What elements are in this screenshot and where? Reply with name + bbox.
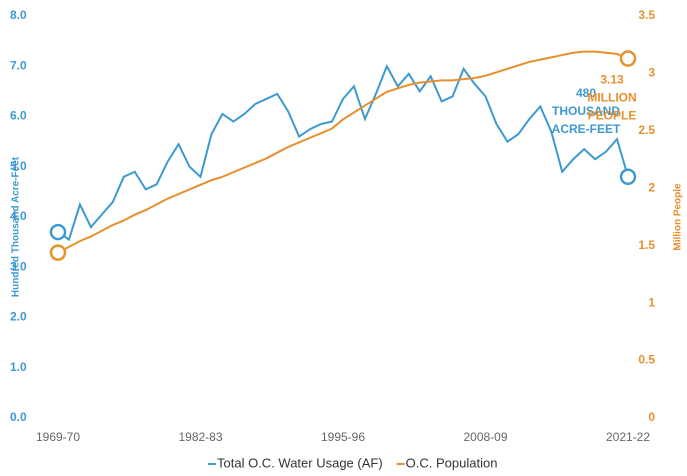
y-tick-label: 3.0 bbox=[10, 259, 27, 273]
y2-axis-label: Million People bbox=[673, 183, 684, 251]
annotation: THOUSAND bbox=[552, 104, 620, 118]
annotation: PEOPLE bbox=[588, 109, 637, 123]
y-axis-label: Hundred Thousand Acre-Feet bbox=[11, 156, 22, 297]
annotation: 3.13 bbox=[600, 73, 624, 87]
y2-tick-label: 1.5 bbox=[638, 238, 655, 252]
y-tick-label: 5.0 bbox=[10, 159, 27, 173]
y2-tick-label: 0 bbox=[648, 410, 655, 424]
series-line bbox=[57, 50, 629, 254]
y-tick-label: 0.0 bbox=[10, 410, 27, 424]
y2-tick-label: 2 bbox=[648, 180, 655, 194]
y2-tick-label: 3.5 bbox=[638, 8, 655, 22]
y-tick-label: 6.0 bbox=[10, 109, 27, 123]
y-tick-label: 8.0 bbox=[10, 8, 27, 22]
x-tick-label: 1995-96 bbox=[321, 430, 365, 444]
y-tick-label: 7.0 bbox=[10, 58, 27, 72]
x-tick-label: 1982-83 bbox=[178, 430, 222, 444]
legend-label: O.C. Population bbox=[406, 455, 498, 470]
y-tick-label: 4.0 bbox=[10, 209, 27, 223]
y-tick-label: 2.0 bbox=[10, 310, 27, 324]
y2-tick-label: 1 bbox=[648, 295, 655, 309]
series-line bbox=[57, 63, 629, 242]
endpoint-marker bbox=[49, 244, 67, 261]
y-tick-label: 1.0 bbox=[10, 360, 27, 374]
y2-tick-label: 0.5 bbox=[638, 353, 655, 367]
endpoint-marker bbox=[619, 50, 637, 67]
y2-tick-label: 3 bbox=[648, 66, 655, 80]
x-tick-label: 1969-70 bbox=[36, 430, 80, 444]
annotation: 480 bbox=[576, 86, 596, 100]
endpoint-marker bbox=[49, 223, 67, 241]
x-tick-label: 2008-09 bbox=[463, 430, 507, 444]
endpoint-marker bbox=[619, 168, 637, 186]
y2-tick-label: 2.5 bbox=[638, 123, 655, 137]
annotation: MILLION bbox=[587, 91, 636, 105]
legend-label: Total O.C. Water Usage (AF) bbox=[217, 455, 383, 470]
x-tick-label: 2021-22 bbox=[606, 430, 650, 444]
annotation: ACRE-FEET bbox=[552, 122, 621, 136]
